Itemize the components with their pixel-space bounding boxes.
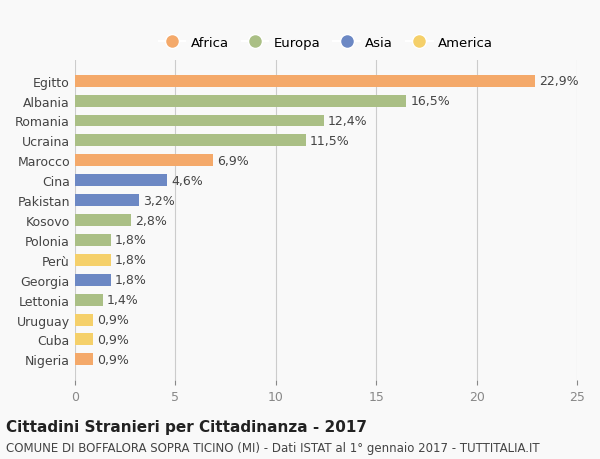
Text: 1,8%: 1,8% [115,234,147,247]
Text: 22,9%: 22,9% [539,75,578,88]
Bar [75,175,167,187]
Text: 3,2%: 3,2% [143,194,175,207]
Bar [75,235,111,246]
Text: 1,8%: 1,8% [115,254,147,267]
Text: 4,6%: 4,6% [171,174,203,187]
Bar [75,155,214,167]
Bar [75,294,103,306]
Text: COMUNE DI BOFFALORA SOPRA TICINO (MI) - Dati ISTAT al 1° gennaio 2017 - TUTTITAL: COMUNE DI BOFFALORA SOPRA TICINO (MI) - … [6,442,539,454]
Text: 12,4%: 12,4% [328,115,368,128]
Bar [75,353,93,365]
Text: 16,5%: 16,5% [410,95,450,108]
Bar [75,95,406,107]
Text: 0,9%: 0,9% [97,313,129,326]
Bar [75,254,111,266]
Bar [75,76,535,88]
Bar [75,115,324,127]
Text: 6,9%: 6,9% [217,155,249,168]
Text: 1,4%: 1,4% [107,293,139,307]
Bar [75,334,93,346]
Text: 0,9%: 0,9% [97,353,129,366]
Bar [75,195,139,207]
Bar [75,135,306,147]
Text: 11,5%: 11,5% [310,134,350,148]
Legend: Africa, Europa, Asia, America: Africa, Europa, Asia, America [155,33,497,53]
Text: 1,8%: 1,8% [115,274,147,286]
Text: Cittadini Stranieri per Cittadinanza - 2017: Cittadini Stranieri per Cittadinanza - 2… [6,419,367,434]
Bar [75,314,93,326]
Bar [75,274,111,286]
Bar [75,214,131,226]
Text: 0,9%: 0,9% [97,333,129,346]
Text: 2,8%: 2,8% [135,214,167,227]
